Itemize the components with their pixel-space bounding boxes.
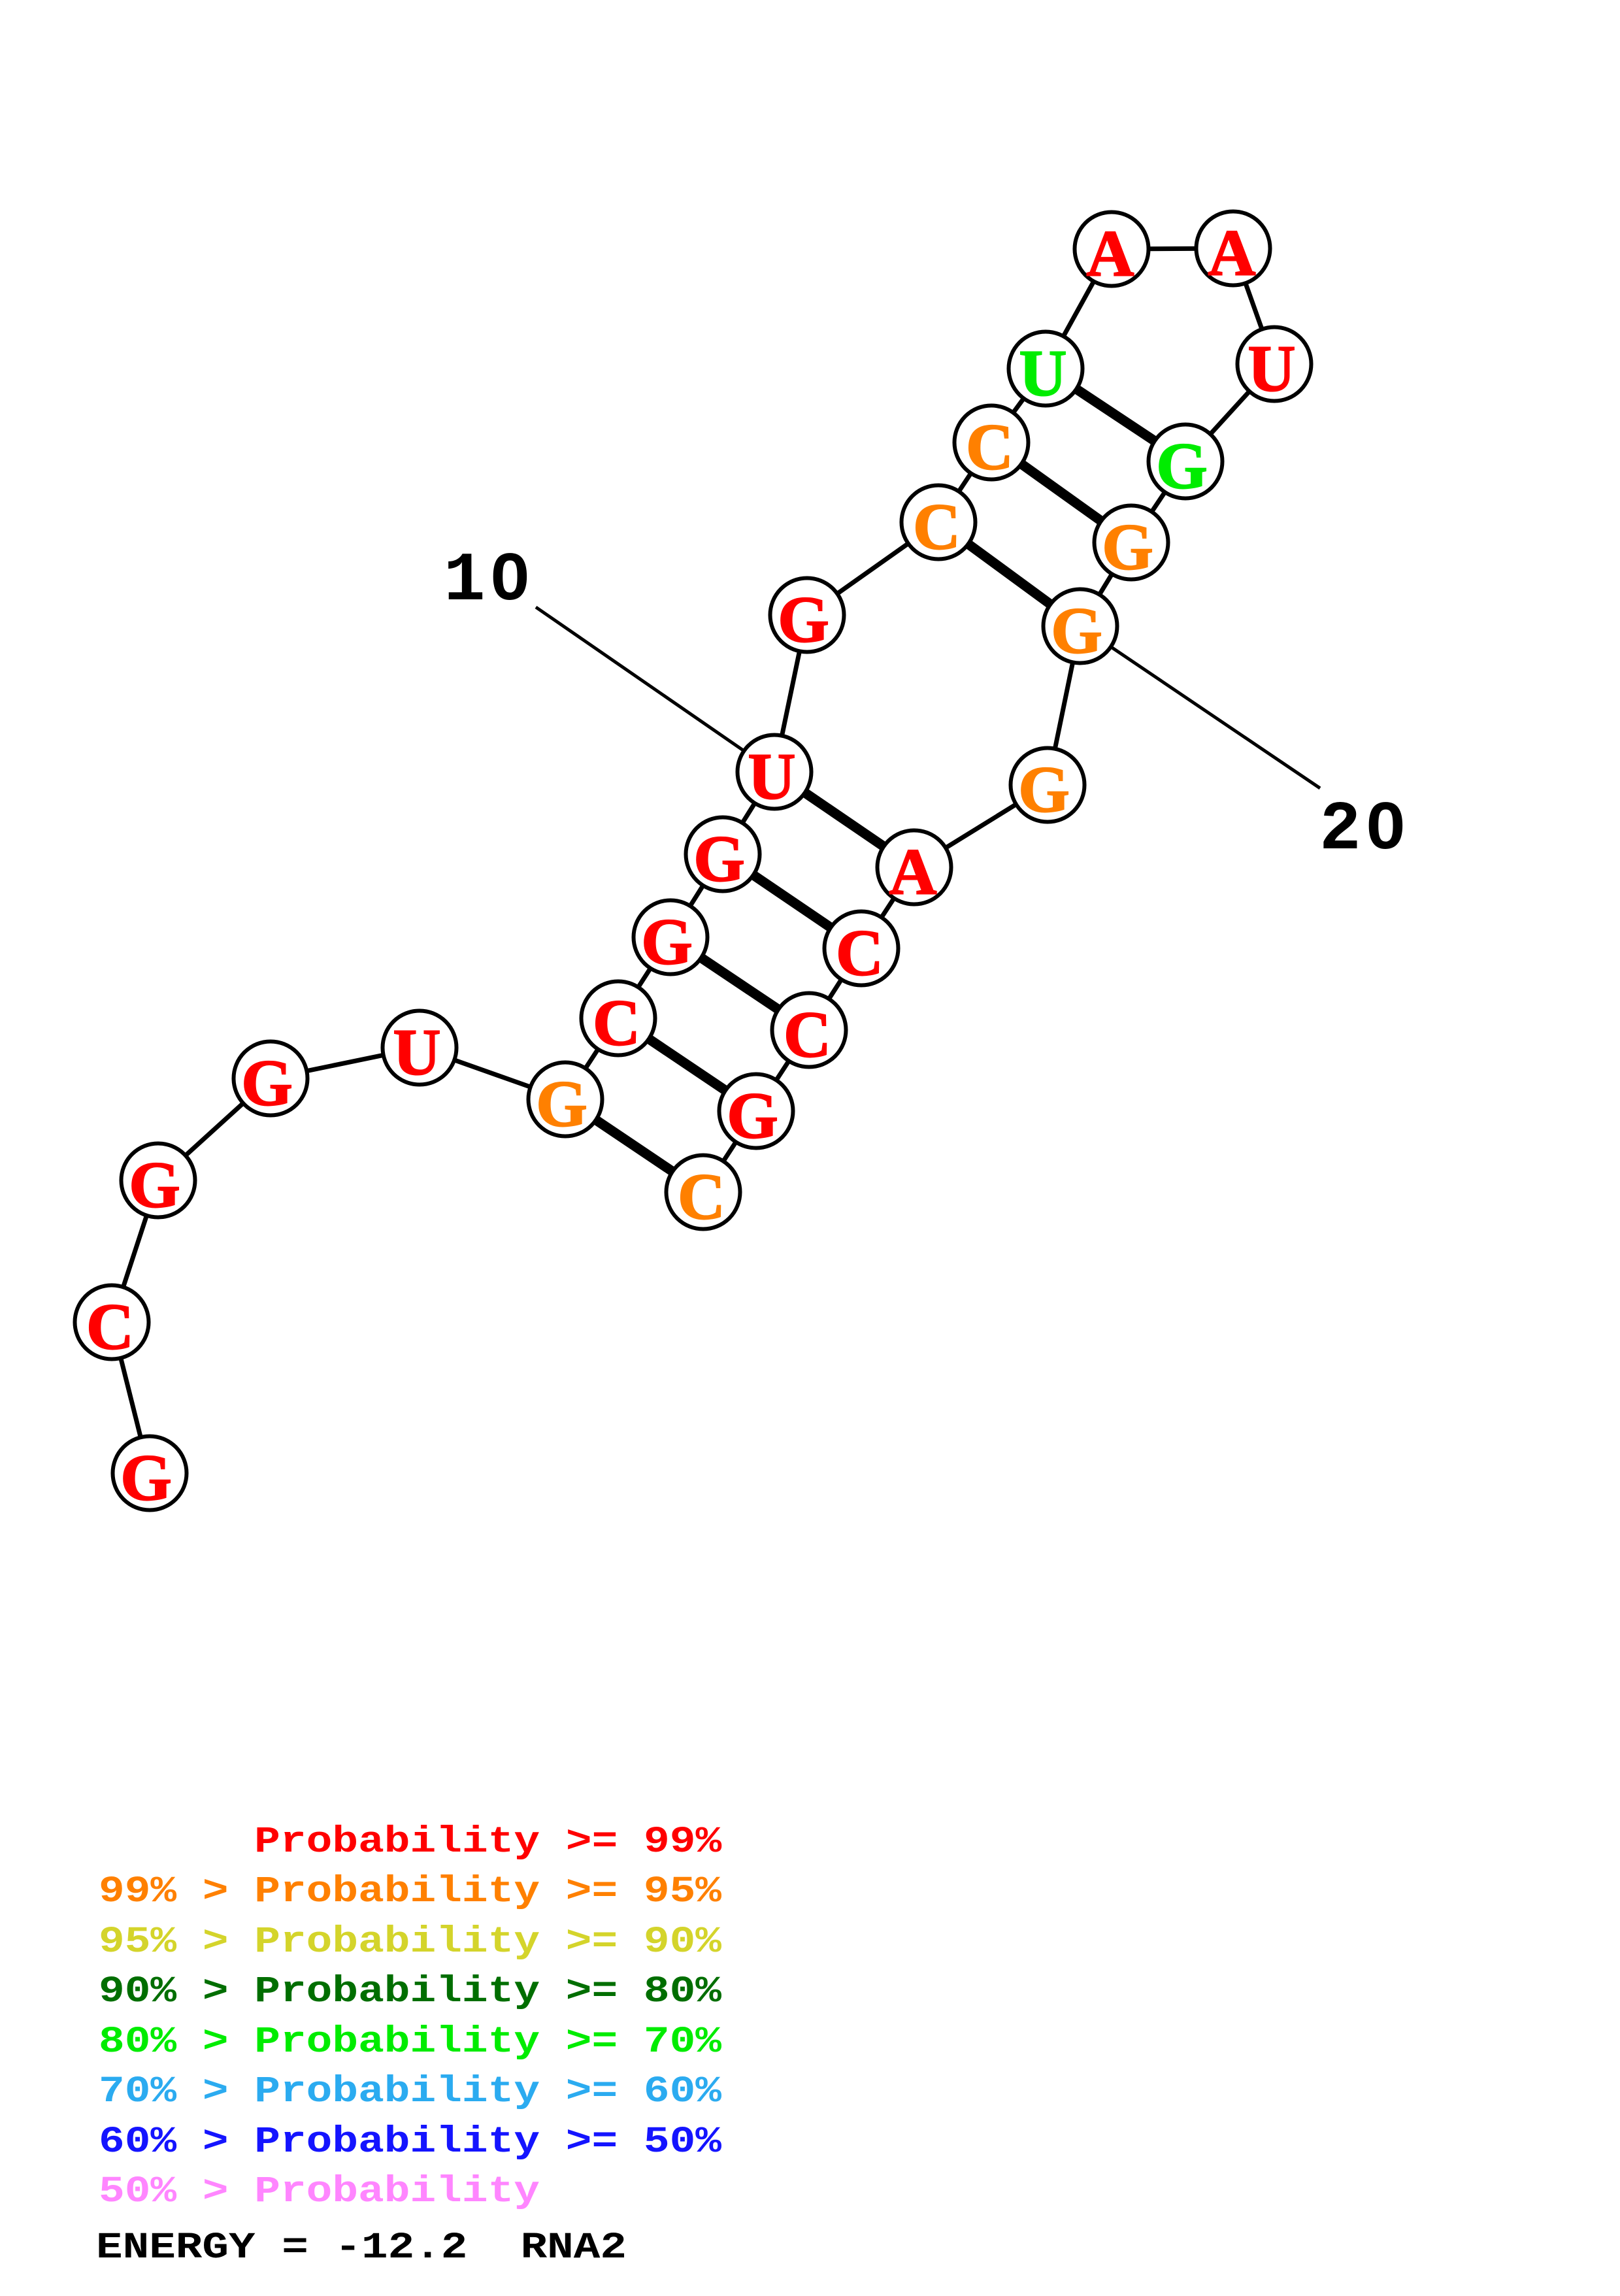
- svg-text:ENERGY = -12.2 RNA2: ENERGY = -12.2 RNA2: [96, 2227, 627, 2269]
- svg-text:U: U: [1019, 337, 1067, 410]
- svg-text:G: G: [1102, 510, 1153, 584]
- svg-text:C: C: [836, 916, 884, 990]
- svg-text:70% > Probability >= 60%: 70% > Probability >= 60%: [99, 2071, 722, 2113]
- svg-text:A: A: [1087, 217, 1134, 290]
- svg-text:50% > Probability: 50% > Probability: [99, 2171, 540, 2213]
- svg-text:C: C: [86, 1290, 134, 1363]
- svg-text:95% > Probability >= 90%: 95% > Probability >= 90%: [99, 1922, 722, 1963]
- svg-text:C: C: [784, 998, 831, 1071]
- svg-text:60% > Probability >= 50%: 60% > Probability >= 50%: [99, 2121, 722, 2163]
- svg-text:Probability >= 99%: Probability >= 99%: [254, 1822, 722, 1863]
- svg-text:G: G: [536, 1067, 587, 1140]
- svg-text:G: G: [727, 1079, 778, 1152]
- svg-text:10: 10: [444, 542, 535, 620]
- svg-text:90% > Probability >= 80%: 90% > Probability >= 80%: [99, 1971, 722, 2013]
- svg-text:C: C: [593, 986, 640, 1059]
- svg-text:20: 20: [1319, 791, 1410, 869]
- svg-text:G: G: [1018, 753, 1070, 826]
- svg-text:U: U: [393, 1016, 441, 1089]
- svg-text:G: G: [693, 822, 745, 895]
- svg-text:G: G: [641, 905, 693, 978]
- svg-text:A: A: [889, 835, 937, 908]
- svg-text:U: U: [748, 740, 796, 813]
- svg-text:G: G: [778, 583, 829, 656]
- svg-text:U: U: [1248, 332, 1296, 405]
- svg-text:G: G: [1051, 594, 1102, 667]
- svg-text:80% > Probability >= 70%: 80% > Probability >= 70%: [99, 2021, 722, 2063]
- svg-text:G: G: [1156, 429, 1208, 503]
- svg-text:A: A: [1208, 216, 1256, 290]
- svg-text:G: G: [129, 1148, 180, 1222]
- svg-text:C: C: [966, 410, 1014, 484]
- svg-text:99% > Probability >= 95%: 99% > Probability >= 95%: [99, 1871, 722, 1913]
- svg-text:G: G: [241, 1046, 293, 1120]
- svg-text:C: C: [913, 490, 961, 563]
- svg-text:C: C: [678, 1160, 725, 1233]
- svg-text:G: G: [120, 1441, 172, 1514]
